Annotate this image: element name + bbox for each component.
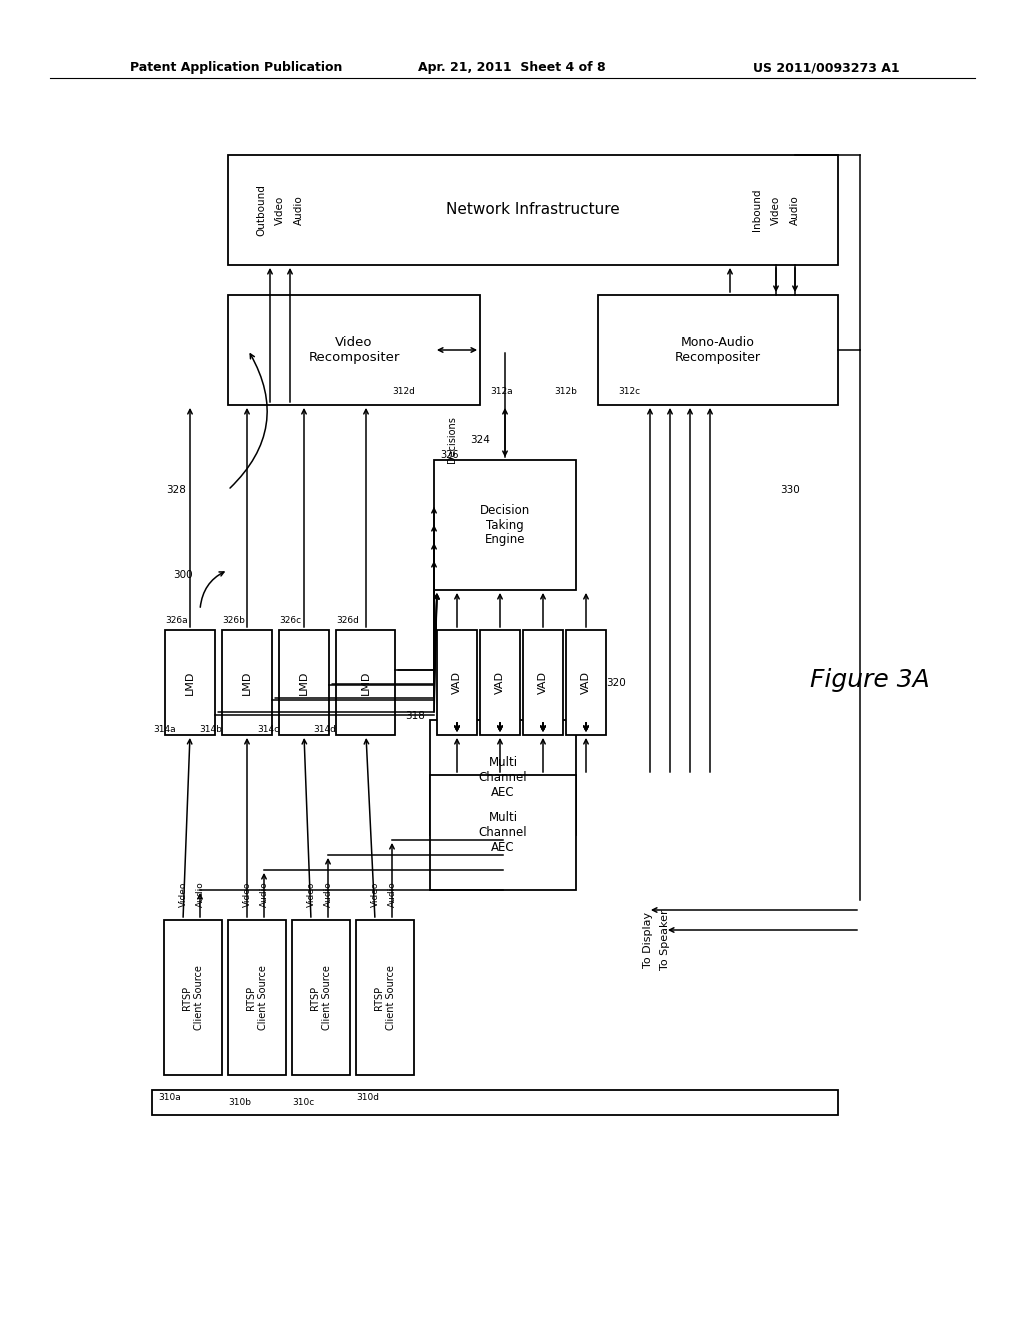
- Text: Video: Video: [275, 195, 285, 224]
- Text: VAD: VAD: [495, 671, 505, 694]
- Text: 312a: 312a: [490, 388, 513, 396]
- Text: Decision
Taking
Engine: Decision Taking Engine: [480, 503, 530, 546]
- Text: US 2011/0093273 A1: US 2011/0093273 A1: [754, 62, 900, 74]
- Bar: [228, 920, 286, 1074]
- Text: Audio: Audio: [790, 195, 800, 224]
- Text: Audio: Audio: [324, 882, 333, 907]
- Text: To Display: To Display: [643, 912, 653, 968]
- Bar: [523, 630, 563, 735]
- Text: 324: 324: [470, 436, 490, 445]
- Text: 310b: 310b: [228, 1098, 251, 1107]
- Text: Audio: Audio: [294, 195, 304, 224]
- Bar: [598, 294, 838, 405]
- Text: LMD: LMD: [242, 671, 252, 694]
- Text: 314a: 314a: [154, 726, 176, 734]
- Bar: [480, 630, 520, 735]
- Bar: [430, 719, 575, 836]
- Bar: [336, 630, 395, 735]
- Text: Multi
Channel
AEC: Multi Channel AEC: [478, 810, 527, 854]
- Text: 310d: 310d: [356, 1093, 379, 1102]
- Bar: [434, 459, 575, 590]
- Text: Apr. 21, 2011  Sheet 4 of 8: Apr. 21, 2011 Sheet 4 of 8: [418, 62, 606, 74]
- Text: Figure 3A: Figure 3A: [810, 668, 930, 692]
- Bar: [437, 630, 477, 735]
- Text: 328: 328: [166, 484, 186, 495]
- Bar: [228, 154, 838, 265]
- Text: Network Infrastructure: Network Infrastructure: [446, 202, 620, 218]
- Text: Video: Video: [306, 882, 315, 907]
- Bar: [165, 630, 215, 735]
- Bar: [566, 630, 606, 735]
- Text: Audio: Audio: [259, 882, 268, 907]
- Text: Audio: Audio: [387, 882, 396, 907]
- Text: 310a: 310a: [158, 1093, 181, 1102]
- Text: LMD: LMD: [360, 671, 371, 694]
- Text: 320: 320: [606, 678, 626, 688]
- Text: 300: 300: [173, 570, 193, 579]
- Text: Decisions: Decisions: [447, 417, 457, 463]
- Text: Mono-Audio
Recompositer: Mono-Audio Recompositer: [675, 337, 761, 364]
- Bar: [152, 1090, 838, 1115]
- Text: Patent Application Publication: Patent Application Publication: [130, 62, 342, 74]
- Text: 330: 330: [780, 484, 800, 495]
- Text: VAD: VAD: [538, 671, 548, 694]
- Text: 314c: 314c: [257, 726, 279, 734]
- Text: RTSP
Client Source: RTSP Client Source: [310, 965, 332, 1030]
- Bar: [228, 294, 480, 405]
- Text: Multi
Channel
AEC: Multi Channel AEC: [478, 756, 527, 799]
- Text: 326d: 326d: [336, 616, 358, 624]
- Text: 326c: 326c: [279, 616, 301, 624]
- Text: Video: Video: [178, 882, 187, 907]
- Text: 312d: 312d: [392, 388, 415, 396]
- Text: Video: Video: [771, 195, 781, 224]
- Text: Video: Video: [371, 882, 380, 907]
- Bar: [430, 775, 575, 890]
- Text: Audio: Audio: [196, 882, 205, 907]
- Text: VAD: VAD: [581, 671, 591, 694]
- Text: 312b: 312b: [554, 388, 577, 396]
- Text: Inbound: Inbound: [752, 189, 762, 231]
- Text: RTSP
Client Source: RTSP Client Source: [182, 965, 204, 1030]
- Text: RTSP
Client Source: RTSP Client Source: [246, 965, 268, 1030]
- Bar: [164, 920, 222, 1074]
- Text: 326a: 326a: [165, 616, 187, 624]
- Text: 326b: 326b: [222, 616, 245, 624]
- Text: To Speaker: To Speaker: [660, 909, 670, 970]
- Bar: [279, 630, 329, 735]
- Text: Outbound: Outbound: [256, 183, 266, 236]
- Text: VAD: VAD: [452, 671, 462, 694]
- Text: LMD: LMD: [299, 671, 309, 694]
- Text: Video
Recompositer: Video Recompositer: [308, 337, 399, 364]
- Text: 314b: 314b: [199, 726, 222, 734]
- Text: 318: 318: [406, 711, 425, 721]
- Text: 310c: 310c: [292, 1098, 314, 1107]
- Text: 326: 326: [440, 450, 459, 459]
- Bar: [292, 920, 350, 1074]
- Bar: [356, 920, 414, 1074]
- Text: Video: Video: [243, 882, 252, 907]
- Text: 312c: 312c: [618, 388, 640, 396]
- Bar: [222, 630, 272, 735]
- Text: 314d: 314d: [313, 726, 336, 734]
- Text: LMD: LMD: [185, 671, 195, 694]
- Text: RTSP
Client Source: RTSP Client Source: [374, 965, 396, 1030]
